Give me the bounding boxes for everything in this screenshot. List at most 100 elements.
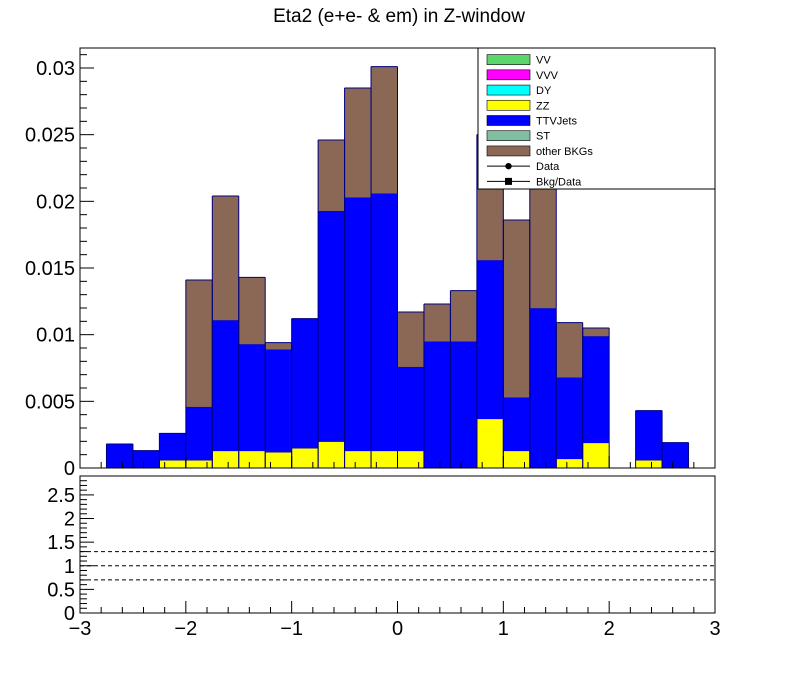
- bar: [397, 450, 425, 469]
- legend-label: VV: [536, 55, 551, 67]
- legend-swatch: [486, 69, 531, 81]
- bar: [370, 193, 398, 451]
- bar: [238, 277, 266, 345]
- bar: [185, 459, 213, 469]
- stack-outline: [105, 66, 690, 468]
- bar: [344, 87, 372, 198]
- chart-title: Eta2 (e+e- & em) in Z-window: [273, 6, 525, 27]
- bar: [582, 327, 610, 337]
- legend-marker-square: [505, 177, 512, 185]
- x-tick-label: −1: [280, 618, 303, 640]
- bar: [529, 307, 557, 469]
- bar: [317, 210, 345, 442]
- bar: [635, 459, 663, 469]
- legend-swatch: [486, 145, 531, 157]
- bar: [132, 450, 160, 469]
- bar: [450, 290, 478, 342]
- bar: [556, 377, 583, 459]
- legend-entry: TTVJets: [486, 115, 577, 128]
- bar: [159, 459, 187, 469]
- bar: [264, 349, 292, 453]
- bar: [344, 450, 372, 469]
- bar: [212, 195, 239, 321]
- bar: [106, 443, 134, 469]
- bar: [582, 335, 610, 443]
- x-tick-label: 3: [709, 618, 720, 640]
- legend-label: Bkg/Data: [536, 176, 582, 188]
- legend-label: other BKGs: [536, 146, 593, 158]
- legend-entry: ST: [486, 130, 550, 143]
- bar: [159, 433, 187, 461]
- bar: [503, 397, 531, 451]
- ratio-y-tick-label: 1.5: [47, 532, 75, 554]
- bar: [397, 311, 425, 367]
- y-tick-label: 0.03: [36, 58, 75, 80]
- ratio-frame: [79, 475, 716, 614]
- legend-marker-circle: [505, 162, 512, 170]
- bar: [503, 219, 531, 398]
- legend-label: DY: [536, 85, 552, 97]
- bar: [503, 450, 531, 469]
- legend-swatch: [486, 84, 531, 96]
- legend-label: TTVJets: [536, 116, 577, 128]
- series-ttvjets: [106, 192, 689, 469]
- y-tick-label: 0.025: [25, 125, 75, 147]
- x-tick-label: −2: [174, 618, 197, 640]
- ratio-panel: 00.511.522.5−3 −2 −1 0 1 2 3: [47, 475, 721, 640]
- bar: [238, 450, 266, 469]
- main-axes: 0 0.005 0.01 0.015 0.02 0.025 0.03: [25, 47, 716, 480]
- bar: [212, 450, 239, 469]
- y-tick-label: 0.015: [25, 258, 75, 280]
- bar: [291, 447, 319, 469]
- bar: [476, 259, 504, 419]
- bar: [185, 279, 213, 407]
- legend-entry: Data: [487, 161, 560, 173]
- legend-label: VVV: [536, 70, 559, 82]
- legend-label: ZZ: [536, 100, 550, 112]
- bar: [291, 318, 319, 449]
- y-tick-label: 0.005: [25, 391, 75, 413]
- legend-swatch: [486, 54, 531, 65]
- bar: [370, 450, 398, 469]
- legend-entry: other BKGs: [486, 145, 593, 158]
- bar: [370, 66, 398, 194]
- y-tick-label: 0.02: [36, 191, 75, 213]
- bar: [423, 303, 451, 342]
- bar: [212, 319, 239, 451]
- bar: [635, 410, 663, 461]
- legend-entry: ZZ: [486, 99, 550, 112]
- bar: [185, 406, 213, 461]
- y-tick-label: 0: [64, 458, 75, 480]
- legend-entry: Bkg/Data: [487, 176, 582, 188]
- main-histogram-bars: [105, 66, 690, 469]
- ratio-y-tick-label: 1: [64, 556, 75, 578]
- bar: [317, 139, 345, 211]
- ratio-y-tick-label: 2: [64, 509, 75, 531]
- bar: [423, 341, 451, 469]
- ratio-y-tick-label: 2.5: [47, 485, 75, 507]
- legend-swatch: [486, 115, 531, 126]
- bar: [661, 442, 689, 469]
- legend-entry: VV: [486, 54, 551, 67]
- x-tick-label: −3: [69, 618, 92, 640]
- ratio-y-tick-label: 0: [64, 603, 75, 625]
- legend-label: Data: [536, 161, 560, 173]
- bar: [556, 458, 583, 469]
- ratio-y-tick-label: 0.5: [47, 579, 75, 601]
- bar: [582, 442, 610, 469]
- bar: [264, 451, 292, 469]
- bar: [450, 341, 478, 469]
- x-tick-label: 2: [604, 618, 615, 640]
- legend-entry: DY: [486, 84, 552, 97]
- bar: [556, 322, 583, 378]
- legend-label: ST: [536, 131, 550, 143]
- x-tick-label: 0: [392, 618, 403, 640]
- bar: [238, 343, 266, 451]
- bar: [344, 197, 372, 451]
- legend-swatch: [486, 130, 531, 142]
- y-tick-label: 0.01: [36, 325, 75, 347]
- legend-swatch: [486, 99, 531, 111]
- bar: [264, 342, 292, 350]
